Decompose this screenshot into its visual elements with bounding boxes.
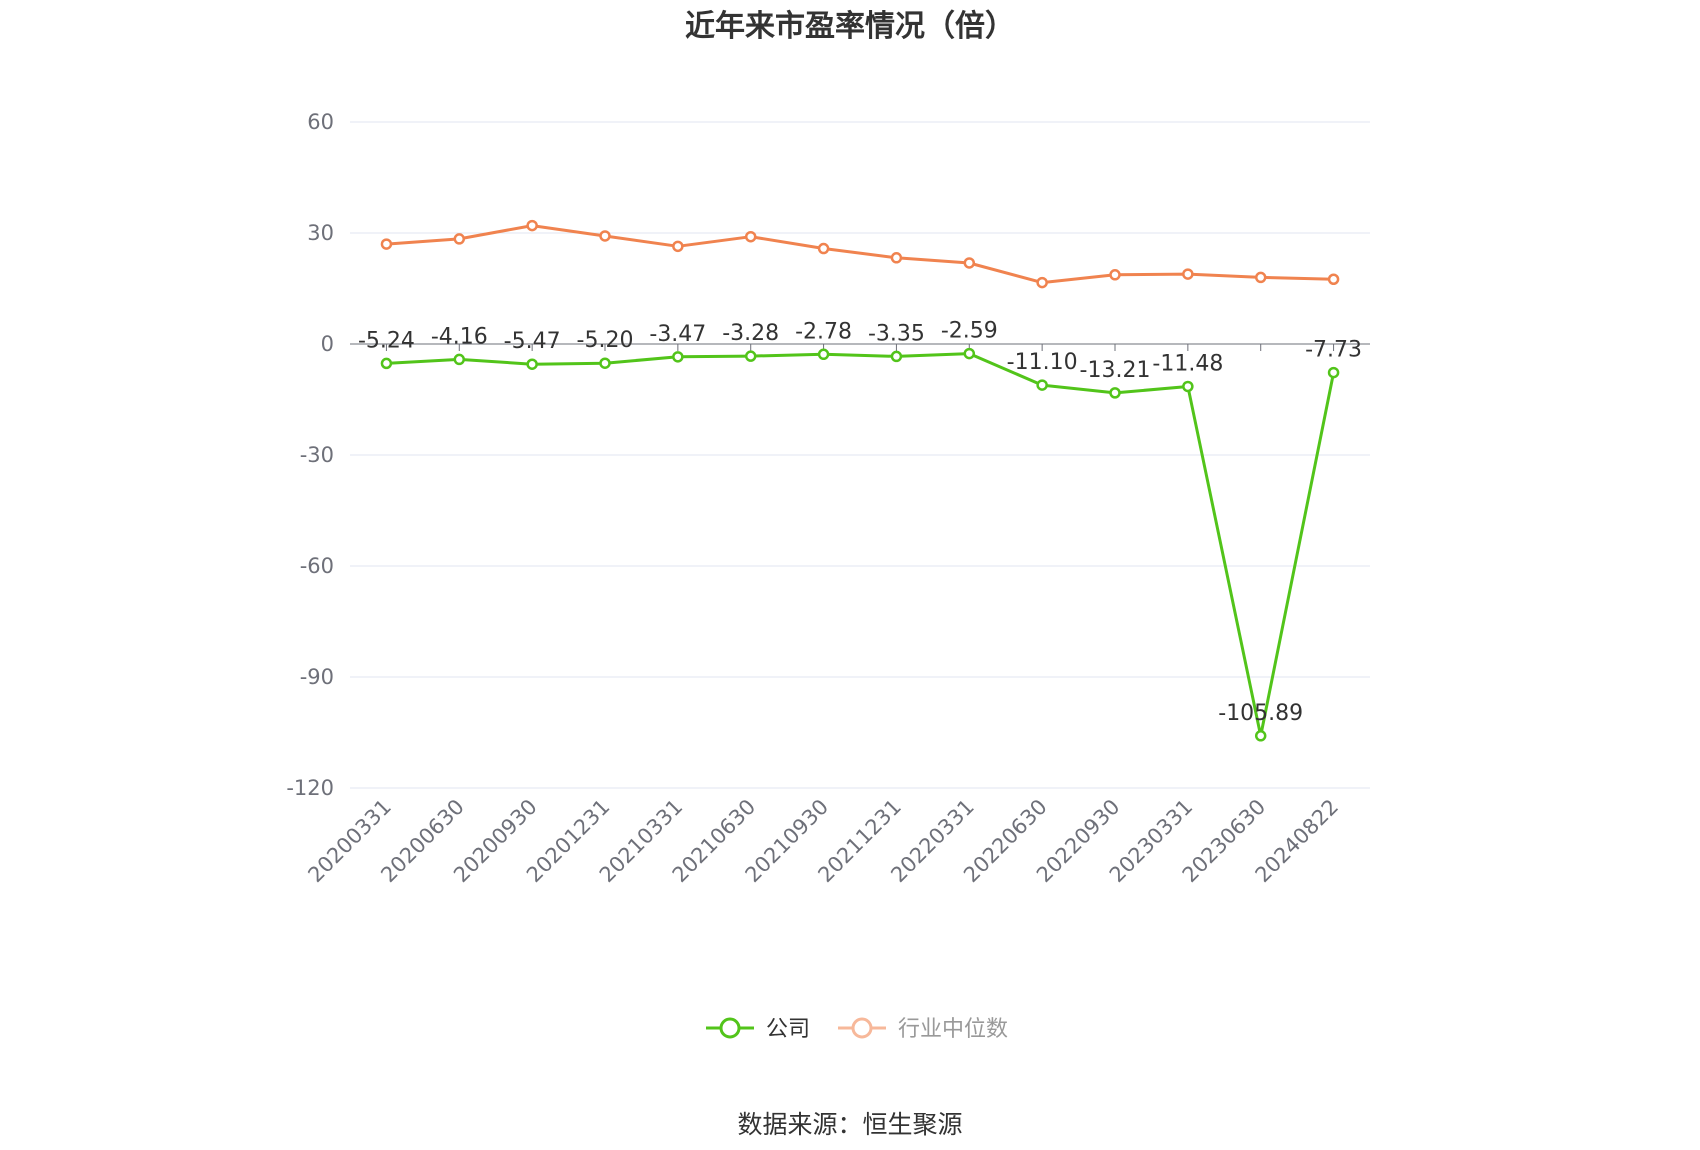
data-point[interactable] [526, 219, 538, 232]
data-label: -5.24 [358, 328, 415, 353]
y-tick-label: -120 [286, 776, 334, 800]
data-point[interactable] [817, 348, 830, 361]
legend[interactable]: 公司 行业中位数 [706, 1017, 1008, 1042]
data-labels: -5.24 -4.16 -5.47 -5.20 -3.47 -3.28 -2.78 -3.35… [358, 319, 1362, 726]
y-axis: 60 30 0 -30 -60 -90 -120 [286, 110, 334, 800]
data-point[interactable] [1182, 268, 1194, 280]
data-point[interactable] [1036, 276, 1048, 289]
y-tick-label: -60 [300, 554, 334, 578]
series-line-1 [386, 224, 1334, 285]
data-point[interactable] [453, 353, 466, 366]
data-point[interactable] [963, 347, 976, 360]
data-label: -13.21 [1080, 358, 1151, 383]
data-label: -2.59 [941, 319, 998, 344]
data-point[interactable] [380, 238, 393, 250]
data-point[interactable] [599, 357, 611, 369]
data-label: -11.10 [1007, 350, 1078, 375]
legend-item-0[interactable]: 公司 [706, 1017, 810, 1042]
data-point[interactable] [1109, 387, 1121, 399]
legend-marker [719, 1017, 741, 1039]
data-point[interactable] [744, 350, 757, 362]
series-line-0 [386, 352, 1336, 738]
data-label: -2.78 [795, 319, 852, 344]
data-point[interactable] [1327, 273, 1340, 285]
data-point[interactable] [672, 240, 684, 253]
data-label: -5.20 [577, 328, 634, 353]
data-label: -105.89 [1218, 701, 1303, 726]
legend-label: 公司 [766, 1017, 810, 1042]
data-point[interactable] [672, 351, 684, 363]
data-point[interactable] [963, 257, 976, 269]
legend-item-1[interactable]: 行业中位数 [838, 1017, 1008, 1042]
y-tick-label: 0 [321, 332, 334, 356]
y-tick-label: -30 [300, 443, 334, 467]
y-tick-label: -90 [300, 665, 334, 689]
data-point[interactable] [1182, 380, 1194, 393]
data-point[interactable] [453, 233, 466, 245]
legend-marker [851, 1017, 873, 1039]
data-point[interactable] [1327, 366, 1340, 379]
data-label: -3.35 [868, 321, 925, 346]
y-tick-label: 60 [307, 110, 334, 134]
data-label: -7.73 [1305, 338, 1362, 363]
data-point[interactable] [526, 358, 538, 370]
data-point[interactable] [1254, 271, 1267, 284]
data-point[interactable] [1036, 379, 1048, 391]
data-point[interactable] [380, 357, 393, 370]
grid-lines [350, 121, 1370, 789]
data-point[interactable] [890, 350, 903, 363]
data-point[interactable] [744, 230, 757, 243]
data-point[interactable] [1109, 269, 1121, 281]
data-label: -5.47 [504, 329, 561, 354]
data-point[interactable] [817, 242, 830, 255]
data-point[interactable] [1254, 730, 1267, 742]
data-point[interactable] [599, 230, 611, 242]
data-label: -11.48 [1152, 351, 1223, 376]
data-label: -3.28 [722, 321, 779, 346]
data-point[interactable] [890, 252, 903, 264]
y-tick-label: 30 [307, 221, 334, 245]
source-text: 数据来源：恒生聚源 [737, 1110, 962, 1139]
chart-title: 近年来市盈率情况（倍） [685, 9, 1015, 44]
x-axis: 2020033120200630202009302020123120210331… [303, 343, 1370, 887]
data-label: -4.16 [431, 324, 488, 349]
series-lines [380, 219, 1340, 742]
legend-label: 行业中位数 [898, 1017, 1008, 1042]
data-label: -3.47 [649, 322, 706, 347]
